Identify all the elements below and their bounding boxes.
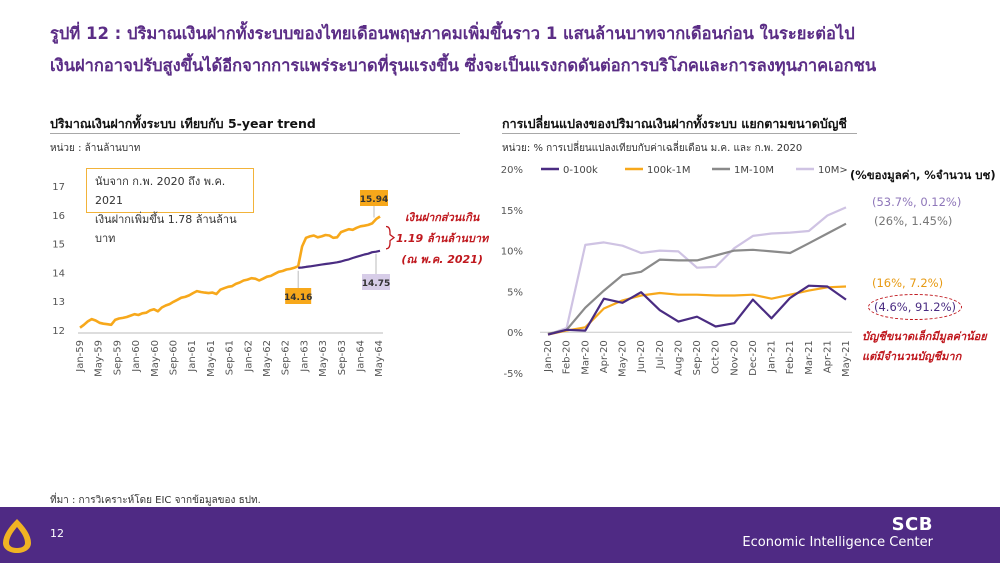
right-y-tick: 5% [507, 287, 523, 298]
page-number: 12 [50, 527, 64, 540]
left-x-tick-label: Sep-59 [112, 340, 123, 375]
right-y-tick: 20% [501, 165, 523, 176]
callout-line1: เงินฝากส่วนเกิน [404, 211, 480, 224]
right-chart-rule [502, 133, 857, 134]
left-x-tick-label: Jan-61 [187, 340, 198, 373]
right-y-tick: 0% [507, 328, 523, 339]
right-x-tick-label: Dec-20 [748, 340, 759, 376]
trend-deposit-line [298, 249, 381, 269]
right-chart-unit: หน่วย: % การเปลี่ยนแปลงเทียบกับค่าเฉลี่ย… [502, 143, 803, 154]
trend-end-badge [362, 274, 390, 290]
left-note-line1: นับจาก ก.พ. 2020 ถึง พ.ค. 2021 [95, 175, 226, 207]
right-x-tick-label: Mar-21 [804, 340, 815, 375]
series-line [547, 206, 847, 336]
footer-bar: 12 SCB Economic Intelligence Center [0, 507, 1000, 563]
legend-label: 1M-10M [734, 165, 774, 176]
ann-0-100k-ellipse [868, 294, 962, 320]
left-y-tick-16: 16 [52, 211, 65, 222]
callout-line2: 1.19 ล้านล้านบาท [396, 232, 489, 245]
right-x-tick-label: Oct-20 [711, 340, 722, 374]
actual-deposit-line [79, 215, 381, 329]
callout-line3: (ณ พ.ค. 2021) [401, 253, 483, 266]
slide-title-line1: รูปที่ 12 : ปริมาณเงินฝากทั้งระบบของไทยเ… [50, 24, 855, 43]
left-x-tick-label: May-61 [206, 340, 217, 377]
right-x-tick-label: Sep-20 [692, 340, 703, 375]
ann-0-100k: (4.6%, 91.2%) [874, 300, 957, 314]
left-x-tick-label: Jan-63 [299, 340, 310, 373]
left-x-tick-label: May-64 [374, 340, 385, 377]
right-x-tick-label: Apr-21 [822, 340, 833, 373]
left-y-tick-17: 17 [52, 182, 65, 193]
ann-100k-1m: (16%, 7.2%) [872, 276, 944, 290]
left-x-tick-label: May-60 [150, 340, 161, 377]
left-y-tick-14: 14 [52, 268, 65, 279]
left-x-tick-label: Jan-64 [356, 340, 367, 373]
left-x-tick-label: Sep-63 [337, 340, 348, 375]
trend-end-label: 14.75 [362, 279, 390, 289]
left-x-tick-label: Jan-59 [75, 340, 86, 373]
left-x-tick-label: Sep-61 [225, 340, 236, 375]
brand: SCB Economic Intelligence Center [742, 515, 933, 551]
right-x-tick-label: Feb-21 [785, 340, 796, 374]
right-y-tick: 15% [501, 206, 523, 217]
legend-label: 10M> [818, 165, 848, 176]
slide-title: รูปที่ 12 : ปริมาณเงินฝากทั้งระบบของไทยเ… [50, 18, 970, 82]
start-value-label: 14.16 [284, 293, 312, 303]
left-chart-unit: หน่วย : ล้านล้านบาท [50, 143, 141, 154]
excess-bracket [385, 225, 396, 250]
right-x-tick-label: Jul-20 [655, 340, 666, 369]
left-x-tick-label: Jan-62 [243, 340, 254, 373]
right-note: บัญชีขนาดเล็กมีมูลค่าน้อย แต่มีจำนวนบัญช… [862, 327, 987, 367]
right-legend-title: (%ของมูลค่า, %จำนวน บช) [850, 168, 996, 182]
right-note-line2: แต่มีจำนวนบัญชีมาก [862, 350, 962, 363]
right-note-line1: บัญชีขนาดเล็กมีมูลค่าน้อย [862, 330, 987, 343]
series-line [547, 285, 847, 336]
excess-deposit-callout: เงินฝากส่วนเกิน 1.19 ล้านล้านบาท (ณ พ.ค.… [396, 207, 488, 270]
right-y-tick: -5% [504, 369, 523, 380]
left-y-tick-12: 12 [52, 326, 65, 337]
right-y-tick: 10% [501, 247, 523, 258]
series-line [547, 284, 847, 336]
ann-1m-10m: (26%, 1.45%) [874, 214, 953, 228]
start-value-badge [285, 288, 312, 304]
right-x-tick-label: Aug-20 [673, 340, 684, 376]
right-x-tick-label: May-21 [841, 340, 852, 377]
left-x-tick-label: May-63 [318, 340, 329, 377]
right-x-tick-label: May-20 [618, 340, 629, 377]
ann-10m: (53.7%, 0.12%) [872, 195, 962, 209]
left-note-box: นับจาก ก.พ. 2020 ถึง พ.ค. 2021 เงินฝากเพ… [86, 168, 254, 245]
actual-end-label: 15.94 [360, 195, 388, 205]
legend-label: 0-100k [563, 165, 598, 176]
left-y-tick-15: 15 [52, 240, 65, 251]
legend-label: 100k-1M [647, 165, 690, 176]
right-x-tick-label: Jan-20 [543, 340, 554, 373]
right-x-tick-label: Apr-20 [599, 340, 610, 373]
left-x-tick-label: Jan-60 [131, 340, 142, 373]
left-x-tick-label: May-59 [94, 340, 105, 377]
left-chart-title: ปริมาณเงินฝากทั้งระบบ เทียบกับ 5-year tr… [50, 116, 316, 131]
left-chart-rule [50, 133, 460, 134]
brand-name: SCB [891, 514, 933, 535]
series-line [547, 222, 847, 335]
right-x-tick-label: Mar-20 [580, 340, 591, 375]
left-note-line2: เงินฝากเพิ่มขึ้น 1.78 ล้านล้านบาท [95, 213, 237, 245]
brand-sub: Economic Intelligence Center [742, 535, 933, 550]
right-x-tick-label: Jun-20 [636, 340, 647, 373]
right-x-tick-label: Jan-21 [767, 340, 778, 373]
left-x-tick-label: May-62 [262, 340, 273, 377]
right-x-tick-label: Nov-20 [729, 340, 740, 376]
left-x-tick-label: Sep-60 [169, 340, 180, 375]
right-x-tick-label: Feb-20 [562, 340, 573, 374]
actual-end-badge [360, 190, 388, 206]
left-x-tick-label: Sep-62 [281, 340, 292, 375]
slide-title-line2: เงินฝากอาจปรับสูงขึ้นได้อีกจากการแพร่ระบ… [50, 56, 877, 75]
scb-logo-icon [3, 519, 31, 553]
source-note: ที่มา : การวิเคราะห์โดย EIC จากข้อมูลของ… [50, 495, 261, 506]
left-y-tick-13: 13 [52, 297, 65, 308]
right-chart-title: การเปลี่ยนแปลงของปริมาณเงินฝากทั้งระบบ แ… [502, 116, 847, 131]
